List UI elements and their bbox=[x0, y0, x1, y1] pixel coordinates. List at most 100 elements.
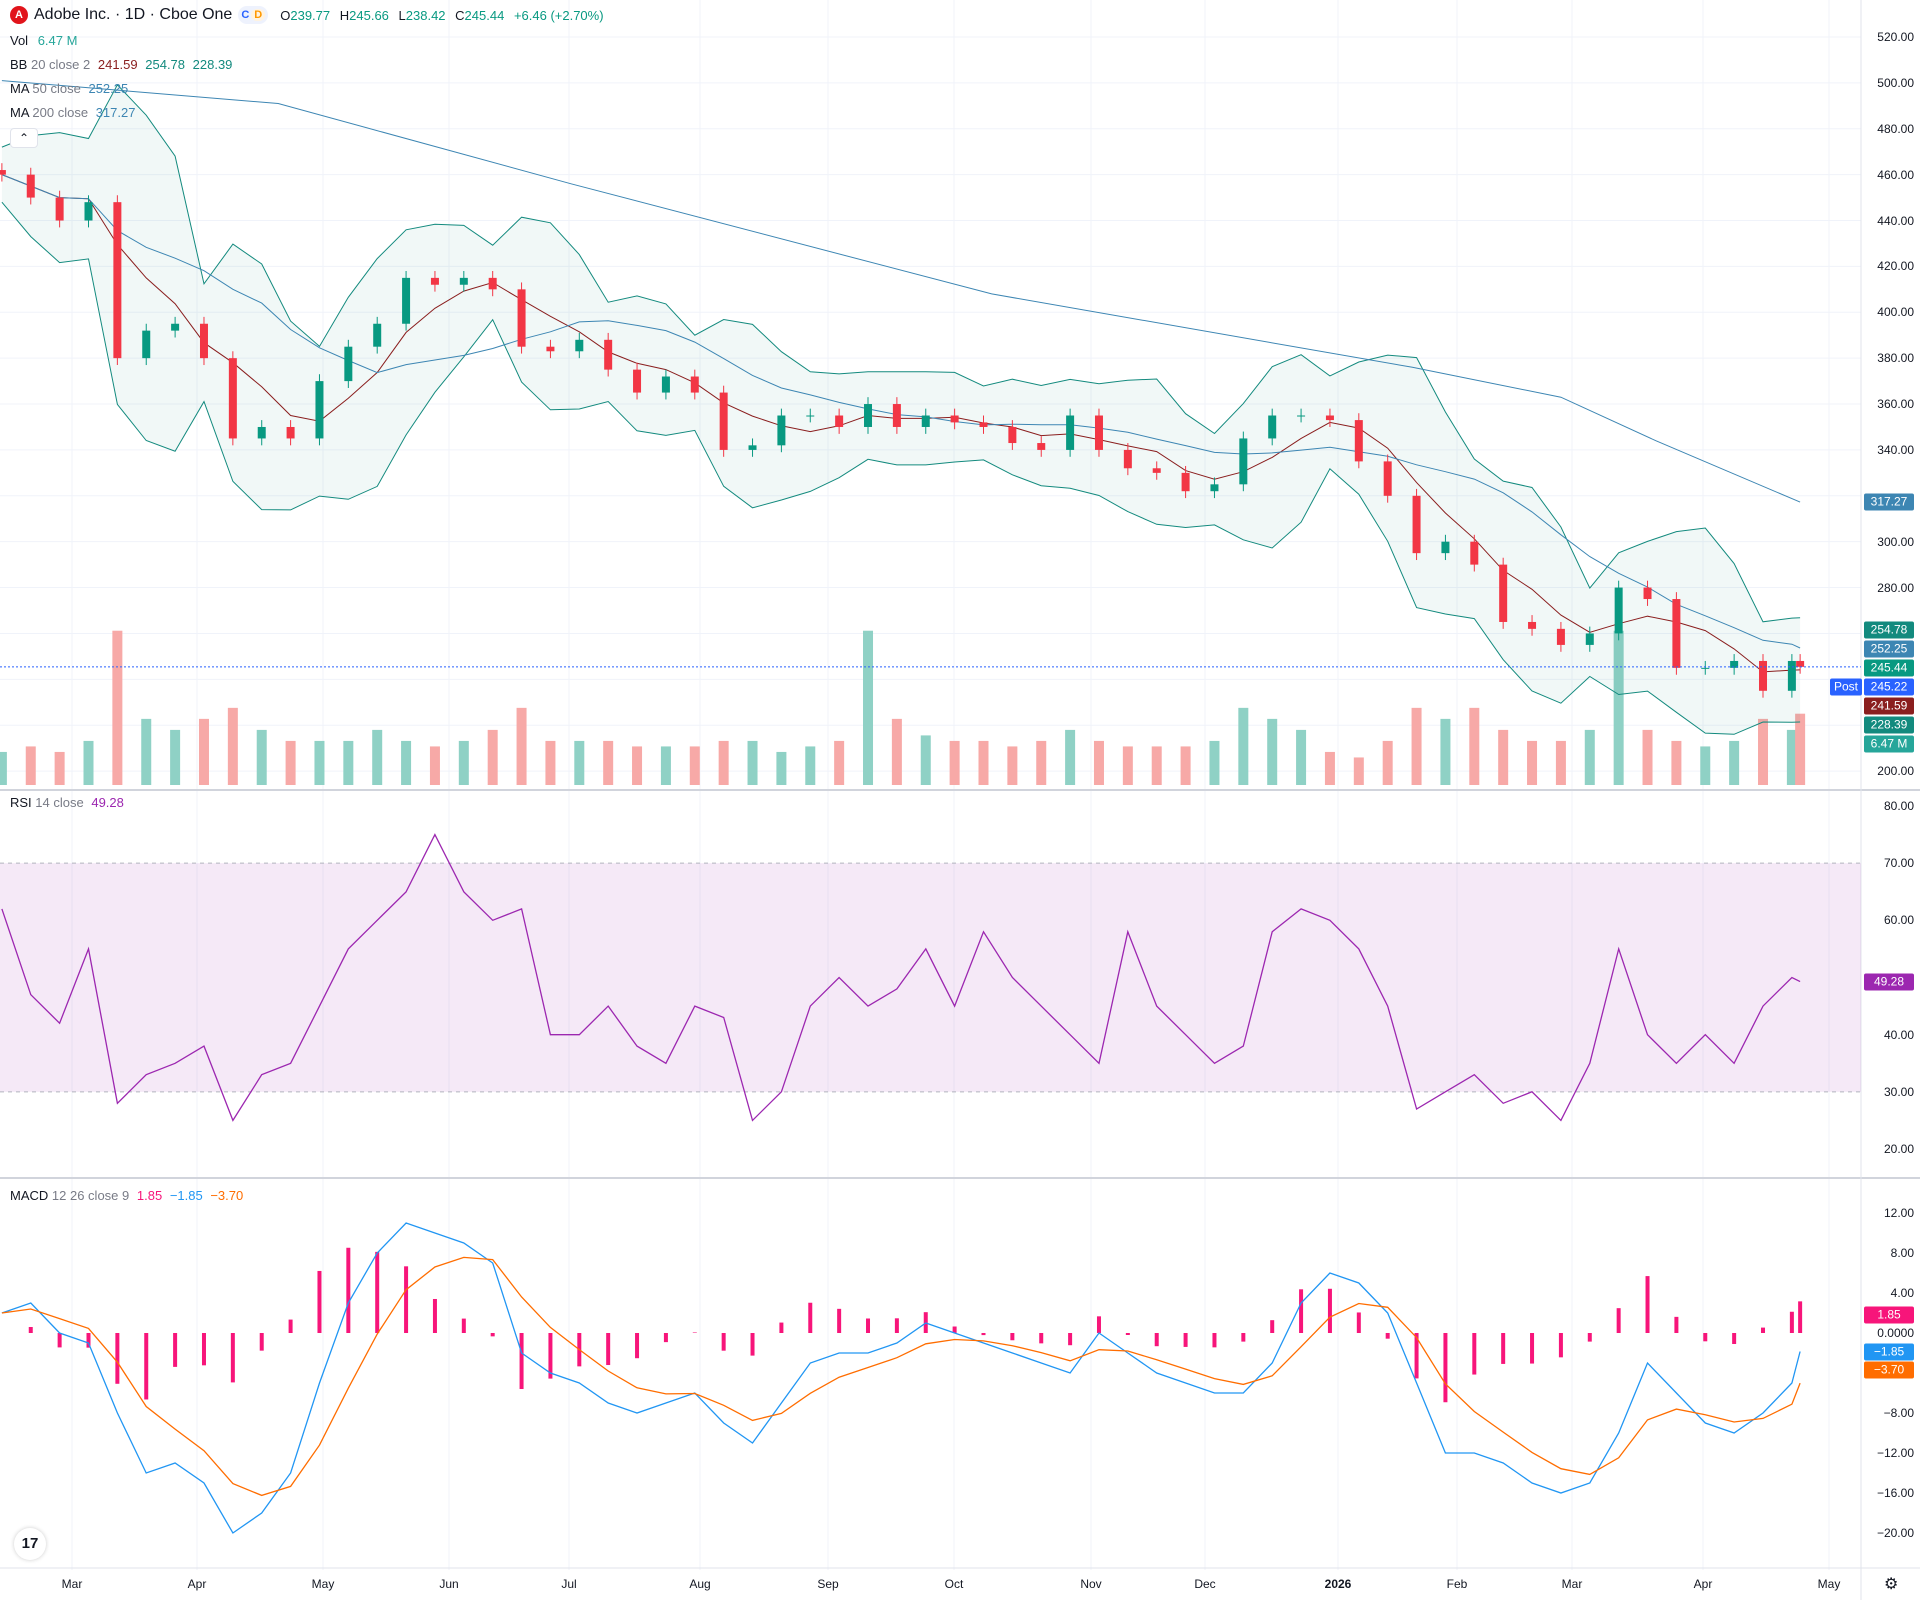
macd-histogram-bar bbox=[1241, 1333, 1246, 1342]
macd-histogram-bar bbox=[837, 1308, 842, 1333]
macd-histogram-bar bbox=[519, 1333, 524, 1390]
macd-histogram-bar bbox=[1472, 1333, 1477, 1375]
macd-histogram-bar bbox=[692, 1332, 697, 1333]
candle-body bbox=[1672, 599, 1681, 668]
macd-histogram-bar bbox=[635, 1333, 640, 1359]
volume-bar bbox=[83, 740, 94, 785]
candle-body bbox=[1759, 660, 1768, 691]
candle-body bbox=[1441, 541, 1450, 554]
close-value: 245.44 bbox=[464, 7, 505, 23]
macd-histogram-bar bbox=[1385, 1333, 1390, 1339]
macd-histogram-bar bbox=[1068, 1333, 1073, 1346]
price-tag: 245.44 bbox=[1864, 659, 1914, 677]
volume-bar bbox=[660, 746, 671, 785]
rsi-legend[interactable]: RSI 14 close 49.28 bbox=[10, 795, 124, 810]
price-axis-label: 520.00 bbox=[1877, 30, 1914, 44]
macd-histogram-bar bbox=[230, 1333, 235, 1383]
volume-bar bbox=[1267, 718, 1278, 785]
adobe-logo: A bbox=[10, 6, 28, 24]
macd-histogram-bar bbox=[1270, 1320, 1275, 1333]
time-axis-label: Mar bbox=[1561, 1577, 1583, 1591]
candle-body bbox=[1412, 495, 1421, 554]
candle-body bbox=[430, 277, 439, 285]
ma50-params: 50 close bbox=[32, 81, 81, 96]
candle-body bbox=[1210, 484, 1219, 492]
candle-body bbox=[1123, 449, 1132, 469]
volume-bar bbox=[603, 740, 614, 785]
candle-body bbox=[661, 376, 670, 393]
volume-bar bbox=[227, 707, 238, 785]
time-axis-label: Apr bbox=[187, 1577, 207, 1591]
volume-bar bbox=[256, 729, 267, 785]
macd-label: MACD bbox=[10, 1188, 49, 1203]
post-market-label: Post bbox=[1830, 678, 1862, 696]
high-label: H bbox=[339, 7, 350, 23]
rsi-axis-label: 80.00 bbox=[1883, 799, 1914, 813]
open-label: O bbox=[280, 7, 291, 23]
price-axis-label: 440.00 bbox=[1877, 213, 1914, 228]
macd-histogram-bar bbox=[28, 1327, 33, 1333]
collapse-legend-button[interactable]: ⌃ bbox=[10, 128, 38, 148]
volume-bar bbox=[1786, 729, 1797, 785]
volume-bar bbox=[891, 718, 902, 785]
volume-bar bbox=[372, 729, 383, 785]
volume-bar bbox=[1065, 729, 1076, 785]
volume-bar bbox=[949, 740, 960, 785]
macd-hist-value: 1.85 bbox=[136, 1188, 163, 1203]
macd-legend[interactable]: MACD 12 26 close 9 1.85 −1.85 −3.70 bbox=[10, 1188, 243, 1203]
macd-histogram-bar bbox=[808, 1302, 813, 1333]
candle-body bbox=[344, 346, 353, 382]
candle-body bbox=[84, 202, 93, 221]
macd-histogram-bar bbox=[1356, 1312, 1361, 1333]
volume-bar bbox=[1151, 746, 1162, 785]
price-axis-label: 480.00 bbox=[1877, 121, 1914, 136]
macd-tag: 1.85 bbox=[1864, 1306, 1914, 1323]
bb-params: 20 close 2 bbox=[30, 57, 91, 72]
tradingview-logo[interactable]: 17 bbox=[14, 1528, 46, 1560]
macd-histogram-bar bbox=[1212, 1333, 1217, 1348]
macd-axis-label: −12.00 bbox=[1876, 1446, 1914, 1460]
volume-legend[interactable]: Vol 6.47 M bbox=[10, 33, 77, 48]
macd-histogram-bar bbox=[750, 1333, 755, 1356]
ma200-legend[interactable]: MA 200 close 317.27 bbox=[10, 105, 135, 120]
ma50-label: MA bbox=[10, 81, 29, 96]
macd-histogram-bar bbox=[1501, 1333, 1506, 1364]
macd-histogram-bar bbox=[404, 1266, 409, 1333]
macd-histogram-bar bbox=[1558, 1333, 1563, 1358]
time-axis-label: Apr bbox=[1693, 1577, 1713, 1591]
macd-histogram-bar bbox=[1039, 1333, 1044, 1344]
candle-body bbox=[604, 339, 613, 370]
delayed-icon: D bbox=[251, 9, 266, 21]
volume-bar bbox=[805, 746, 816, 785]
macd-axis-label: 0.0000 bbox=[1877, 1326, 1914, 1340]
volume-bar bbox=[776, 751, 787, 785]
volume-bar bbox=[1036, 740, 1047, 785]
macd-histogram-bar bbox=[317, 1270, 322, 1333]
price-axis-label: 400.00 bbox=[1877, 305, 1914, 320]
volume-bar bbox=[1324, 751, 1335, 785]
symbol-title[interactable]: Adobe Inc. · 1D · Cboe One bbox=[34, 6, 233, 23]
bb-lower: 228.39 bbox=[192, 57, 233, 72]
change-value: +6.46 (+2.70%) bbox=[513, 7, 604, 23]
candle-body bbox=[835, 415, 844, 427]
settings-gear-icon[interactable]: ⚙ bbox=[1884, 1576, 1899, 1593]
candle-body bbox=[1181, 472, 1190, 492]
rsi-axis-label: 70.00 bbox=[1883, 856, 1914, 871]
candle-body bbox=[286, 426, 295, 439]
macd-histogram-bar bbox=[1587, 1333, 1592, 1342]
time-axis-label: Feb bbox=[1446, 1577, 1468, 1591]
market-closed-icon: C bbox=[241, 9, 250, 21]
ohlc-values: O239.77 H245.66 L238.42 C245.44 +6.46 (+… bbox=[280, 8, 609, 23]
macd-histogram-bar bbox=[1096, 1316, 1101, 1333]
candle-body bbox=[1643, 587, 1652, 600]
candle-body bbox=[1383, 461, 1392, 496]
ma50-legend[interactable]: MA 50 close 252.25 bbox=[10, 81, 128, 96]
price-axis-label: 360.00 bbox=[1877, 397, 1914, 412]
volume-bar bbox=[1527, 740, 1538, 785]
bb-legend[interactable]: BB 20 close 2 241.59 254.78 228.39 bbox=[10, 57, 232, 72]
bb-upper: 254.78 bbox=[145, 57, 186, 72]
candle-body bbox=[1152, 468, 1161, 473]
macd-histogram-bar bbox=[173, 1333, 178, 1367]
